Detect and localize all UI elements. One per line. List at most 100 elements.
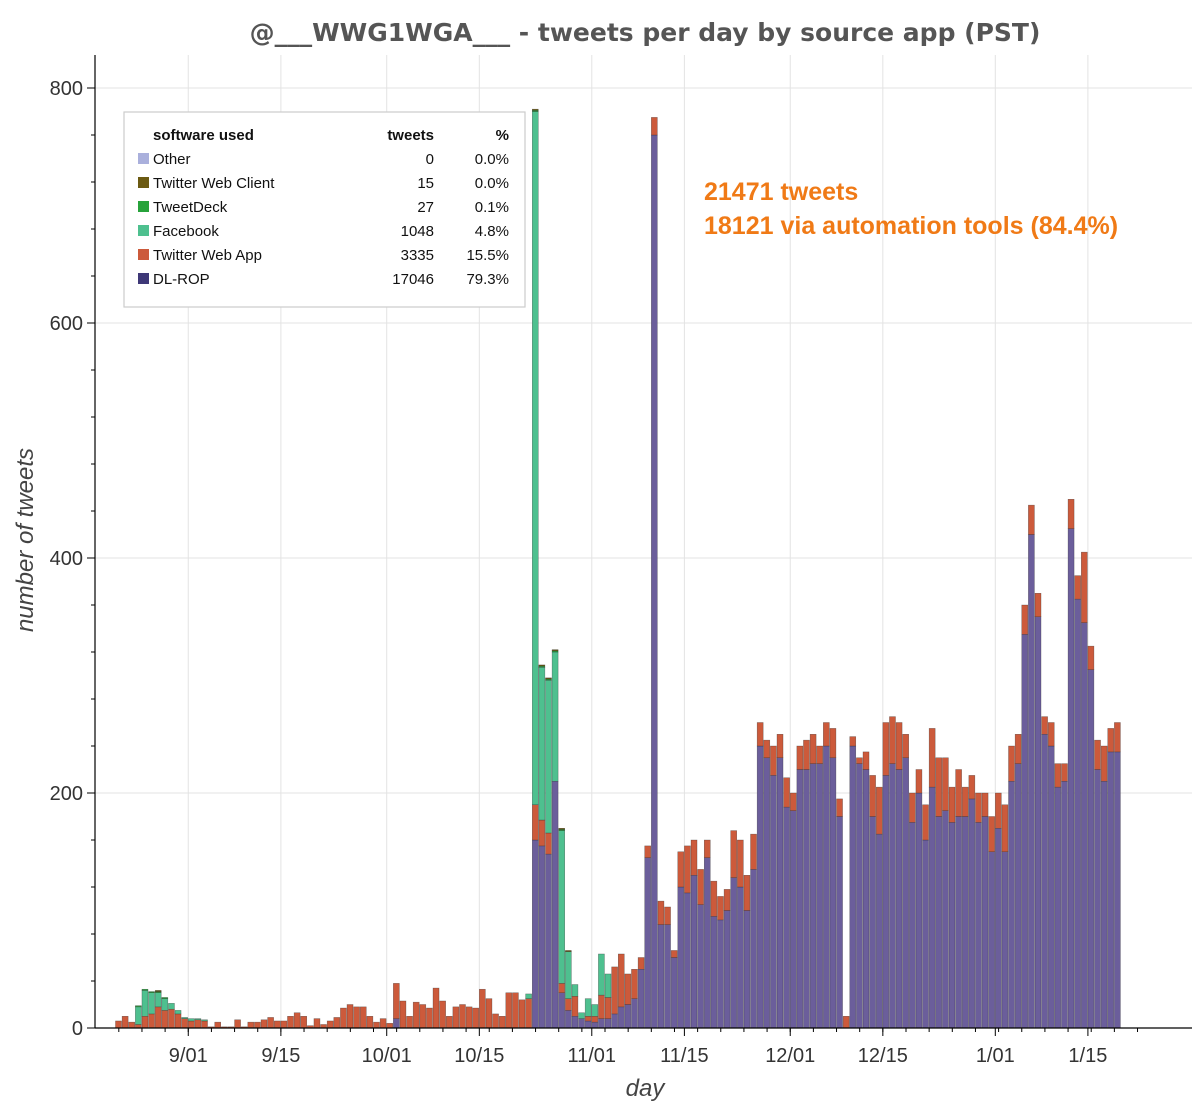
bar-twitter-web-app — [386, 1023, 393, 1029]
bar-twitter-web-app — [842, 1016, 850, 1029]
bar-twitter-web-app — [379, 1018, 387, 1029]
bar-twitter-web-app — [961, 786, 969, 817]
bar-twitter-web-app — [115, 1020, 122, 1029]
bar-twitter-web-app — [247, 1021, 255, 1029]
bar-twitter-web-app — [584, 1016, 592, 1022]
bar-twitter-web-app — [783, 777, 790, 808]
bar-dl-rop — [664, 924, 671, 1029]
bar-twitter-web-app — [670, 950, 678, 958]
bar-twitter-web-app — [942, 757, 949, 811]
bar-twitter-web-app — [948, 786, 956, 823]
bar-dl-rop — [862, 769, 870, 1029]
bar-twitter-web-app — [1087, 645, 1095, 670]
bar-twitter-web-app — [346, 1004, 354, 1029]
bar-facebook — [604, 973, 612, 998]
bar-dl-rop — [697, 904, 704, 1029]
bar-twitter-web-app — [465, 1006, 473, 1029]
bar-tweetdeck — [135, 1005, 142, 1008]
bar-twitter-web-app — [922, 804, 929, 841]
bar-twitter-web-app — [902, 734, 909, 758]
bar-dl-rop — [836, 816, 843, 1029]
bar-twitter-web-app — [750, 833, 757, 870]
legend-box — [123, 111, 526, 308]
bar-twitter-web-app — [432, 987, 440, 1029]
bar-dl-rop — [737, 886, 744, 1029]
bar-twitter-web-app — [168, 1008, 175, 1029]
bar-dl-rop — [1021, 634, 1029, 1029]
bar-dl-rop — [545, 853, 552, 1029]
x-axis-label: day — [626, 1075, 667, 1102]
bar-twitter-web-app — [326, 1020, 334, 1029]
bar-twitter-web-app — [617, 953, 625, 1008]
bar-facebook — [584, 998, 592, 1017]
x-tick-label: 12/15 — [858, 1045, 908, 1067]
bar-twitter-web-app — [538, 819, 546, 847]
bar-facebook — [551, 651, 559, 782]
legend-entry-tweets: 15 — [417, 175, 434, 192]
bar-dl-rop — [776, 757, 784, 1029]
bar-twitter-web-client — [551, 649, 559, 652]
bar-dl-rop — [948, 822, 956, 1029]
bar-dl-rop — [624, 1004, 632, 1029]
bar-twitter-web-app — [968, 775, 976, 800]
bar-twitter-web-app — [723, 889, 731, 911]
bar-facebook — [181, 1017, 188, 1019]
bar-twitter-web-app — [710, 880, 718, 917]
bar-twitter-web-app — [664, 906, 671, 925]
bar-twitter-web-app — [498, 1016, 506, 1029]
bar-twitter-web-app — [611, 966, 618, 1015]
x-tick-label: 9/15 — [261, 1045, 300, 1067]
bar-twitter-web-app — [1067, 499, 1075, 529]
bar-dl-rop — [558, 992, 565, 1029]
bar-twitter-web-app — [1047, 722, 1055, 747]
bar-twitter-web-app — [1061, 763, 1068, 782]
legend-swatch — [138, 177, 149, 188]
x-tick-label: 1/15 — [1068, 1045, 1107, 1067]
bar-twitter-web-app — [955, 769, 962, 817]
bar-twitter-web-app — [313, 1018, 321, 1029]
bar-twitter-web-app — [836, 798, 843, 817]
legend-swatch — [138, 201, 149, 212]
x-tick-label: 12/01 — [765, 1045, 815, 1067]
bar-dl-rop — [538, 845, 546, 1029]
bar-dl-rop — [803, 769, 810, 1029]
bar-twitter-web-app — [353, 1006, 360, 1029]
bar-twitter-web-app — [412, 1001, 420, 1029]
bar-twitter-web-app — [598, 994, 605, 1019]
bar-twitter-web-app — [1034, 593, 1042, 617]
bar-twitter-web-app — [703, 839, 711, 858]
bar-twitter-web-app — [532, 804, 539, 841]
bar-dl-rop — [710, 916, 718, 1029]
bar-twitter-web-app — [1081, 551, 1088, 623]
bar-dl-rop — [1028, 534, 1035, 1029]
bar-dl-rop — [565, 1010, 572, 1029]
bar-dl-rop — [1001, 851, 1009, 1029]
legend-swatch — [138, 153, 149, 164]
bar-twitter-web-app — [485, 998, 493, 1029]
bar-twitter-web-app — [776, 734, 784, 758]
bar-twitter-web-app — [333, 1017, 341, 1029]
bar-dl-rop — [809, 763, 817, 1029]
bar-facebook — [201, 1019, 208, 1022]
bar-twitter-web-app — [188, 1020, 195, 1029]
bar-twitter-web-app — [717, 896, 724, 921]
bar-dl-rop — [631, 998, 638, 1029]
bar-dl-rop — [578, 1018, 585, 1029]
bar-dl-rop — [829, 757, 837, 1029]
legend-entry-tweets: 1048 — [401, 223, 434, 240]
bar-twitter-web-app — [472, 1007, 479, 1029]
annotation-total: 21471 tweets — [704, 178, 858, 206]
legend-entry-tweets: 0 — [426, 151, 434, 168]
bar-facebook — [538, 667, 546, 821]
bar-twitter-web-app — [214, 1021, 221, 1029]
bar-dl-rop — [1081, 622, 1088, 1029]
bar-twitter-web-app — [459, 1004, 466, 1029]
bar-twitter-web-app — [280, 1020, 288, 1029]
bar-twitter-web-app — [796, 745, 804, 770]
bar-dl-rop — [598, 1018, 605, 1029]
bar-dl-rop — [823, 745, 830, 1029]
bar-twitter-web-app — [981, 792, 989, 817]
bar-dl-rop — [1094, 769, 1101, 1029]
bar-dl-rop — [551, 781, 559, 1029]
